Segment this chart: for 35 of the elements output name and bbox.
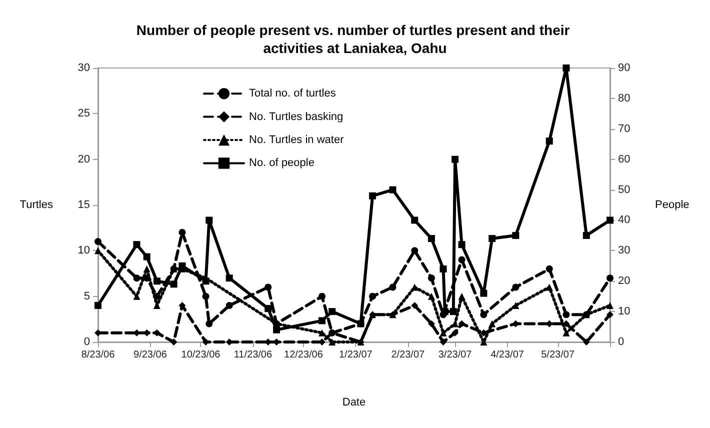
y2-tick-label: 80 [618, 92, 630, 104]
x-tick-label: 5/23/07 [541, 350, 575, 360]
x-tick-label: 8/23/06 [81, 350, 116, 360]
x-tick-label: 12/23/06 [284, 350, 324, 360]
y2-axis-title: People [655, 199, 690, 211]
y-axis-title: Turtles [20, 199, 54, 211]
y2-tick-label: 60 [618, 153, 630, 166]
legend-label: No. of people [249, 157, 314, 170]
y2-tick-label: 50 [618, 184, 630, 196]
y-tick-label: 25 [78, 108, 90, 120]
x-tick-label: 4/23/07 [490, 350, 524, 360]
chart-title: Number of people present vs. number of turtles present and their activities at Laniakea, Oahu [136, 22, 574, 56]
y2-tick-label: 20 [618, 275, 630, 288]
y-tick-label: 10 [78, 244, 90, 257]
y-tick-label: 5 [84, 290, 90, 302]
x-tick-label: 11/23/06 [234, 350, 272, 360]
legend-label: No. Turtles in water [249, 134, 344, 146]
x-axis-title: Date [342, 396, 366, 408]
x-tick-label: 10/23/06 [181, 350, 221, 360]
y2-tick-label: 10 [618, 306, 630, 318]
y-tick-label: 30 [78, 62, 90, 74]
y2-tick-label: 30 [618, 244, 630, 257]
y2-tick-label: 90 [618, 62, 630, 74]
x-tick-label: 2/23/07 [391, 350, 426, 360]
x-tick-label: 1/23/07 [338, 350, 373, 360]
y2-tick-label: 0 [618, 336, 624, 348]
y-tick-label: 15 [78, 199, 90, 211]
y-tick-label: 20 [78, 153, 90, 166]
legend-label: No. Turtles basking [249, 110, 344, 123]
x-tick-label: 9/23/06 [134, 350, 168, 360]
y-tick-label: 0 [84, 336, 90, 348]
x-tick-label: 3/23/07 [438, 350, 472, 360]
y2-tick-label: 40 [618, 214, 630, 226]
y2-tick-label: 70 [618, 122, 630, 135]
legend-label: Total no. of turtles [249, 88, 336, 100]
